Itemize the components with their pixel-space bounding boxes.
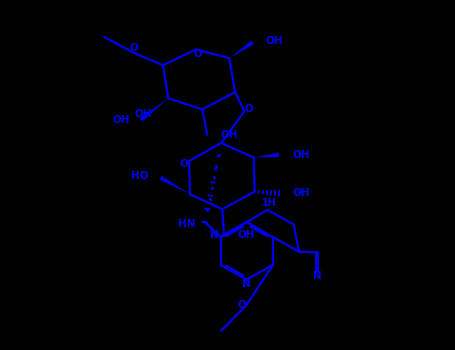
Text: OH: OH <box>221 130 238 140</box>
Text: N: N <box>210 230 219 240</box>
Text: N: N <box>243 279 251 289</box>
Text: O: O <box>238 300 246 310</box>
Polygon shape <box>140 98 168 121</box>
Text: OH: OH <box>293 150 310 160</box>
Text: O: O <box>193 49 202 59</box>
Text: HO: HO <box>131 171 148 181</box>
Text: OH: OH <box>266 36 283 46</box>
Text: O: O <box>129 43 138 53</box>
Text: OH: OH <box>237 230 255 240</box>
Text: HN: HN <box>177 219 195 229</box>
Text: 1H: 1H <box>262 198 277 208</box>
Text: OH: OH <box>293 188 310 198</box>
Text: OH: OH <box>112 115 130 125</box>
Text: OH: OH <box>134 108 152 119</box>
Polygon shape <box>229 41 254 58</box>
Text: O: O <box>245 104 253 114</box>
Text: O: O <box>179 159 188 169</box>
Polygon shape <box>160 176 190 194</box>
Text: N: N <box>313 272 322 281</box>
Polygon shape <box>253 153 279 158</box>
